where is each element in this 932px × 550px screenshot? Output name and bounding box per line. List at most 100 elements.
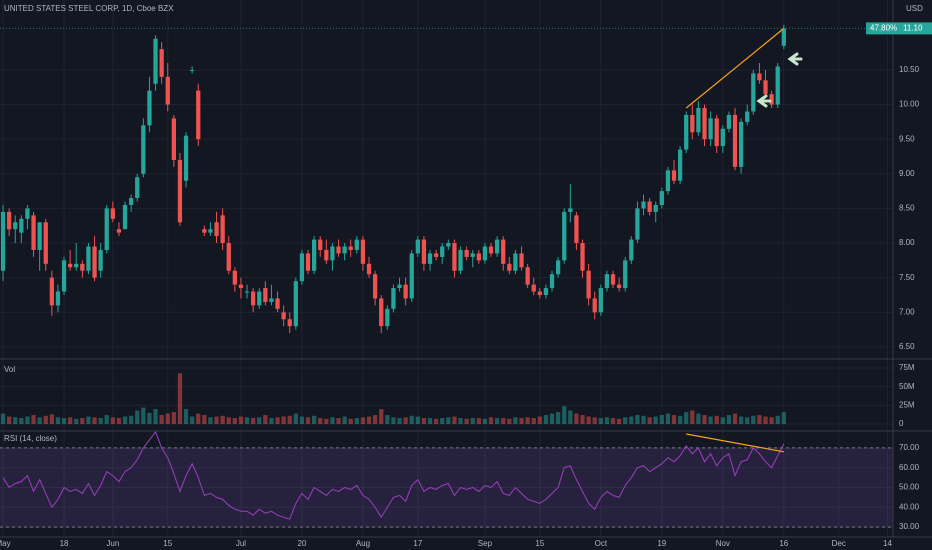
volume-bar <box>214 416 219 425</box>
candle-body <box>226 243 231 271</box>
volume-bar <box>720 417 725 425</box>
volume-bar <box>519 418 524 425</box>
candle-body <box>519 253 524 268</box>
y-tick-label: 75M <box>899 363 915 372</box>
y-tick-label: 25M <box>899 400 915 409</box>
volume-bar <box>61 418 67 425</box>
volume-bar <box>555 412 561 425</box>
candle-body <box>129 198 134 205</box>
volume-bar <box>696 413 701 425</box>
candle-body <box>446 243 451 247</box>
volume-bar <box>49 414 54 425</box>
volume-bar <box>275 417 280 425</box>
candle-body <box>598 288 603 313</box>
y-tick-label: 50M <box>899 382 915 391</box>
volume-bar <box>385 415 390 425</box>
candle-body <box>263 288 268 302</box>
candle-body <box>604 274 610 289</box>
x-tick-label: 19 <box>657 539 666 548</box>
candle-body <box>610 274 616 285</box>
volume-bar <box>604 417 610 425</box>
volume-bar <box>671 415 677 425</box>
y-tick-label: 8.50 <box>899 204 915 213</box>
candle-body <box>409 253 414 299</box>
volume-bar <box>769 417 774 425</box>
volume-bar <box>330 417 335 425</box>
volume-bar <box>452 416 457 425</box>
candle-body <box>421 239 427 264</box>
volume-bar <box>19 418 24 425</box>
candle-body <box>183 135 189 181</box>
volume-bar <box>293 413 298 425</box>
volume-bar <box>68 417 73 425</box>
volume-bar <box>574 413 579 425</box>
volume-bar <box>427 418 433 425</box>
volume-bar <box>629 416 634 425</box>
volume-bar <box>220 415 225 425</box>
volume-bar <box>116 418 122 425</box>
volume-bar <box>208 417 213 425</box>
volume-bar <box>415 416 420 425</box>
x-tick-label: 16 <box>779 539 788 548</box>
volume-bar <box>635 415 640 425</box>
candle-body <box>586 270 591 299</box>
volume-bar <box>0 413 6 425</box>
volume-bar <box>738 416 744 425</box>
candle-body <box>635 208 640 240</box>
candle-body <box>165 76 170 105</box>
volume-bar <box>501 418 506 425</box>
candle-body <box>318 239 323 250</box>
y-tick-label: 10.50 <box>899 65 920 74</box>
volume-bar <box>659 415 664 425</box>
candle-body <box>0 211 6 271</box>
volume-bar <box>354 418 359 425</box>
volume-bar <box>366 416 372 425</box>
candle-body <box>171 118 176 160</box>
volume-bar <box>745 417 750 425</box>
candle-body <box>433 253 439 257</box>
volume-bar <box>409 415 414 425</box>
candle-body <box>482 246 488 261</box>
volume-bar <box>104 415 109 425</box>
trendline <box>685 27 785 109</box>
volume-bar <box>305 417 311 425</box>
candle-body <box>501 239 506 264</box>
candle-body <box>403 284 408 299</box>
candle-body <box>379 298 384 327</box>
volume-bar <box>360 417 366 425</box>
volume-bar <box>568 410 573 425</box>
candle-body <box>745 111 750 122</box>
candle-body <box>568 208 573 212</box>
arrow-icon <box>756 52 803 108</box>
volume-bar <box>141 407 146 425</box>
volume-bar <box>25 416 30 425</box>
candle-body <box>49 277 54 306</box>
volume-bar <box>488 417 494 425</box>
volume-bar <box>336 418 341 425</box>
volume-bar <box>775 415 780 425</box>
candle-body <box>196 90 201 140</box>
volume-bar <box>751 415 756 425</box>
volume-bar <box>562 406 567 425</box>
candle-body <box>708 118 713 140</box>
candle-body <box>537 291 542 295</box>
candle-body <box>153 38 158 84</box>
volume-bar <box>147 412 152 425</box>
y-tick-label: 7.50 <box>899 273 915 282</box>
y-tick-label: 7.00 <box>899 307 915 316</box>
candle-body <box>543 288 549 295</box>
volume-bar <box>55 417 61 425</box>
x-tick-label: May <box>0 539 11 548</box>
candle-body <box>592 298 597 313</box>
candle-body <box>31 215 36 250</box>
candle-body <box>202 229 207 233</box>
candle-body <box>61 260 67 292</box>
volume-bar <box>177 373 183 425</box>
candle-body <box>751 73 756 112</box>
candle-body <box>775 66 780 105</box>
volume-bar <box>641 415 646 425</box>
x-tick-label: Jul <box>236 539 246 548</box>
volume-bar <box>458 418 463 425</box>
candle-body <box>7 211 12 230</box>
